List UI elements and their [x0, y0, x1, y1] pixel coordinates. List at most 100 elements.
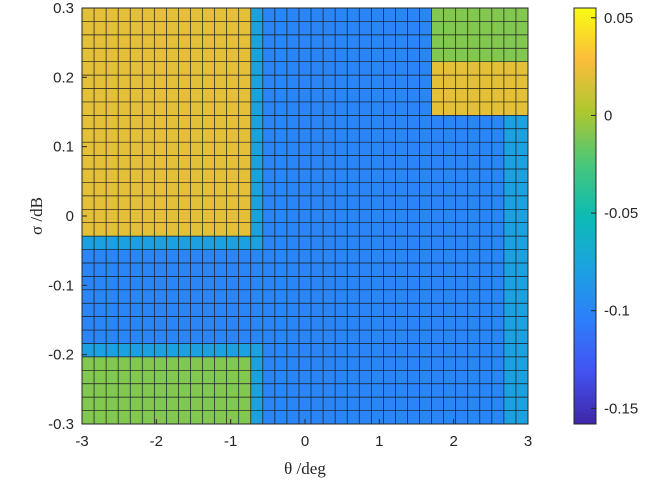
heatmap-cell — [82, 316, 95, 331]
heatmap-cell — [395, 289, 408, 304]
heatmap-cell — [94, 142, 107, 157]
heatmap-cell — [323, 75, 336, 89]
heatmap-cell — [431, 61, 445, 76]
heatmap-cell — [298, 383, 312, 398]
heatmap-cell — [467, 8, 481, 22]
heatmap-cell — [130, 195, 143, 210]
heatmap-cell — [286, 289, 300, 304]
heatmap-cell — [467, 115, 481, 130]
heatmap-cell — [383, 142, 396, 157]
heatmap-cell — [335, 61, 348, 76]
heatmap-cell — [515, 128, 529, 143]
heatmap-cell — [202, 115, 215, 130]
heatmap-cell — [467, 383, 481, 398]
heatmap-cell — [106, 169, 119, 183]
heatmap-cell — [371, 209, 384, 224]
heatmap-cell — [347, 34, 360, 49]
heatmap-cell — [323, 88, 336, 103]
heatmap-cell — [202, 383, 215, 398]
heatmap-cell — [262, 195, 276, 210]
heatmap-cell — [214, 195, 228, 210]
heatmap-cell — [311, 370, 324, 385]
heatmap-cell — [262, 397, 276, 411]
heatmap-cell — [262, 316, 276, 331]
heatmap-cell — [371, 356, 384, 371]
heatmap-cell — [226, 356, 240, 371]
heatmap-cell — [479, 8, 493, 22]
heatmap-cell — [286, 330, 300, 344]
heatmap-cell — [238, 222, 252, 237]
heatmap-cell — [347, 142, 360, 157]
heatmap-cell — [214, 289, 228, 304]
heatmap-cell — [94, 249, 107, 264]
heatmap-cell — [262, 249, 276, 264]
heatmap-cell — [407, 356, 420, 371]
heatmap-cell — [419, 101, 432, 116]
heatmap-cell — [515, 88, 529, 103]
heatmap-cell — [166, 383, 179, 398]
heatmap-cell — [359, 115, 372, 130]
heatmap-cell — [142, 142, 155, 157]
heatmap-cell — [130, 222, 143, 237]
heatmap-cell — [250, 48, 264, 63]
heatmap-cell — [443, 155, 457, 170]
heatmap-cell — [479, 289, 493, 304]
heatmap-cell — [479, 343, 493, 358]
heatmap-cell — [106, 142, 119, 157]
heatmap-cell — [371, 370, 384, 385]
heatmap-cell — [347, 182, 360, 197]
heatmap-cell — [202, 330, 215, 344]
heatmap-cell — [503, 61, 517, 76]
x-tick-label: 2 — [449, 433, 457, 450]
heatmap-cell — [371, 303, 384, 318]
heatmap-cell — [250, 303, 264, 318]
heatmap-cell — [371, 222, 384, 237]
heatmap-cell — [298, 48, 312, 63]
heatmap-cell — [515, 61, 529, 76]
heatmap-cell — [214, 34, 228, 49]
heatmap-cell — [395, 370, 408, 385]
heatmap-cell — [274, 101, 288, 116]
heatmap-cell — [190, 249, 203, 264]
heatmap-cell — [214, 101, 228, 116]
heatmap-cell — [479, 316, 493, 331]
heatmap-cell — [106, 101, 119, 116]
heatmap-cell — [154, 289, 167, 304]
heatmap-cell — [491, 195, 505, 210]
heatmap-cell — [335, 155, 348, 170]
heatmap-cell — [262, 303, 276, 318]
heatmap-cell — [166, 142, 179, 157]
heatmap-cell — [479, 249, 493, 264]
heatmap-cell — [94, 61, 107, 76]
heatmap-cell — [142, 21, 155, 36]
heatmap-cell — [286, 195, 300, 210]
heatmap-cell — [359, 101, 372, 116]
heatmap-cell — [395, 222, 408, 237]
heatmap-cell — [359, 61, 372, 76]
heatmap-cell — [467, 21, 481, 36]
heatmap-cell — [238, 383, 252, 398]
heatmap-cell — [130, 383, 143, 398]
heatmap-cell — [311, 262, 324, 277]
heatmap-cell — [142, 276, 155, 291]
heatmap-cell — [491, 34, 505, 49]
heatmap-cell — [371, 343, 384, 358]
heatmap-cell — [419, 330, 432, 344]
heatmap-cell — [359, 88, 372, 103]
heatmap-cell — [335, 316, 348, 331]
heatmap-cell — [250, 128, 264, 143]
heatmap-cell — [274, 383, 288, 398]
heatmap-cell — [311, 115, 324, 130]
heatmap-cell — [371, 330, 384, 344]
heatmap-cell — [118, 236, 131, 250]
heatmap-cell — [238, 289, 252, 304]
heatmap-cell — [226, 397, 240, 411]
heatmap-cell — [178, 343, 191, 358]
heatmap-cell — [94, 222, 107, 237]
heatmap-cell — [347, 343, 360, 358]
heatmap-cell — [262, 115, 276, 130]
heatmap-cell — [359, 370, 372, 385]
heatmap-cell — [515, 262, 529, 277]
heatmap-cell — [142, 75, 155, 89]
heatmap-cell — [479, 115, 493, 130]
